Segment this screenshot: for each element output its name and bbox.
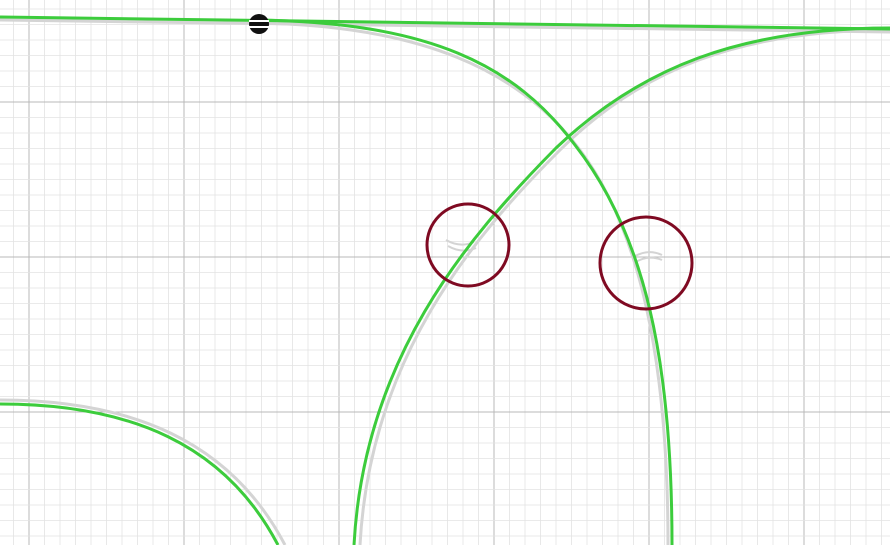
route-curve-arc-right <box>254 18 674 545</box>
route-curve-bottom-left <box>0 402 280 545</box>
highlight-layer <box>425 202 694 311</box>
endpoint-dot-stripe <box>249 26 269 28</box>
endpoint-dot[interactable] <box>249 14 269 34</box>
highlight-circle-left[interactable] <box>425 202 511 288</box>
endpoint-marker[interactable] <box>249 14 269 34</box>
ghost-curves <box>0 18 890 545</box>
ghost-curve-arc-left <box>358 28 890 545</box>
endpoint-dot-stripe <box>249 20 269 22</box>
route-curves <box>0 15 890 545</box>
route-curve-top <box>0 15 890 31</box>
route-curve-arc-left <box>352 26 890 545</box>
highlight-circle-right[interactable] <box>598 215 694 311</box>
ghost-curve-bottom-left <box>0 398 287 545</box>
